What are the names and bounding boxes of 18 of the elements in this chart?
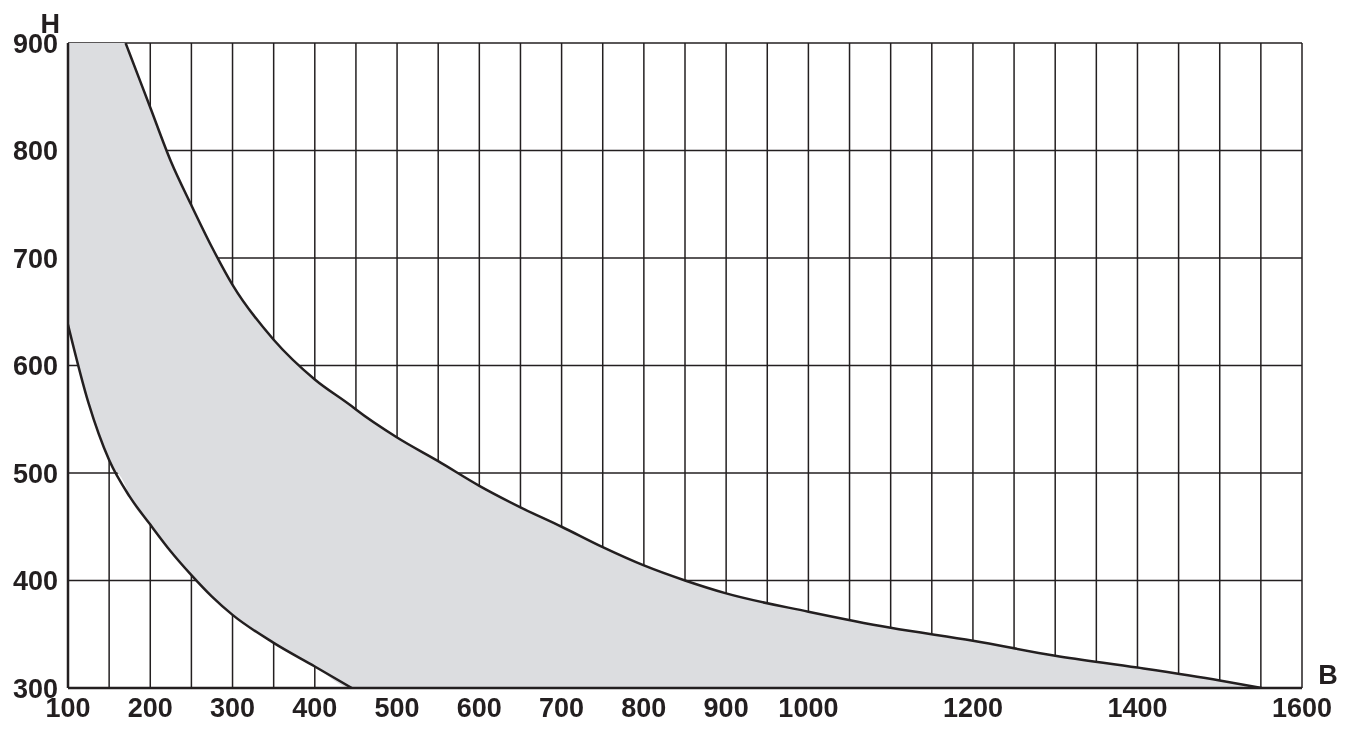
y-tick-label: 500 bbox=[12, 458, 58, 489]
x-tick-label: 500 bbox=[374, 693, 420, 724]
x-tick-label: 1600 bbox=[1271, 693, 1333, 724]
y-tick-label: 400 bbox=[12, 566, 58, 597]
x-tick-label: 400 bbox=[292, 693, 338, 724]
x-tick-label: 800 bbox=[621, 693, 667, 724]
x-tick-label: 1000 bbox=[778, 693, 839, 724]
x-tick-label: 1400 bbox=[1107, 693, 1168, 724]
x-tick-label: 700 bbox=[539, 693, 585, 724]
y-tick-label: 800 bbox=[12, 136, 58, 167]
x-tick-label: 1200 bbox=[942, 693, 1003, 724]
x-tick-label: 900 bbox=[703, 693, 749, 724]
x-tick-label: 600 bbox=[456, 693, 502, 724]
y-tick-label: 700 bbox=[12, 243, 58, 274]
x-axis-title: B bbox=[1318, 660, 1338, 690]
x-tick-label: 300 bbox=[210, 693, 256, 724]
y-tick-label: 600 bbox=[12, 351, 58, 382]
x-tick-label: 200 bbox=[127, 693, 173, 724]
